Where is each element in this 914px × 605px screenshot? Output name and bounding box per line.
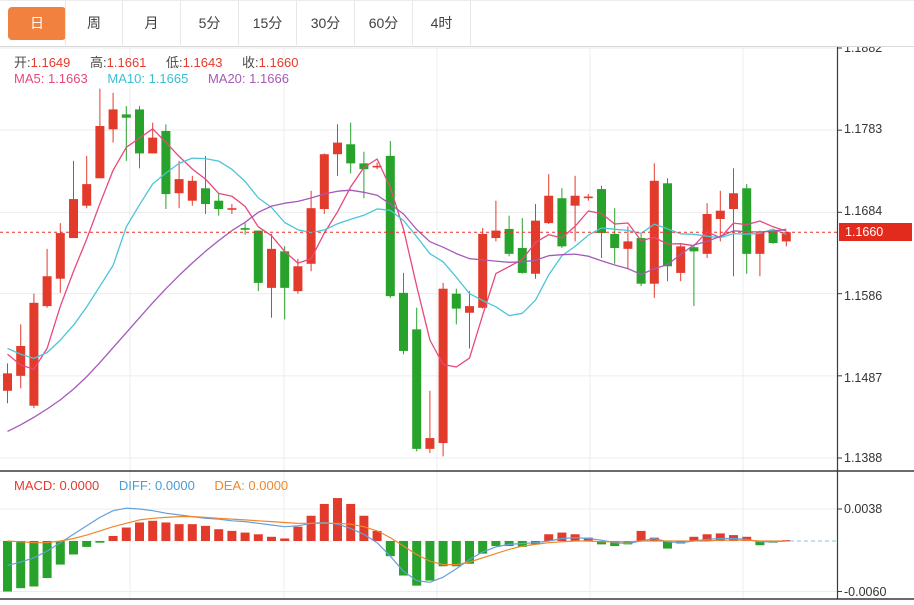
macd-value: 0.0000 xyxy=(59,478,100,493)
close-label: 收: xyxy=(242,55,259,70)
ma10-value: 1.1665 xyxy=(148,71,189,86)
macd-label: MACD: xyxy=(14,478,56,493)
macd-axis-label: 0.0038 xyxy=(844,502,883,516)
diff-value: 0.0000 xyxy=(155,478,195,493)
y-axis-label: 1.1586 xyxy=(844,289,883,303)
ma5-value: 1.1663 xyxy=(47,71,88,86)
y-axis-label: 1.1487 xyxy=(844,371,883,385)
current-price-badge: 1.1660 xyxy=(839,223,912,241)
close-value: 1.1660 xyxy=(258,55,299,70)
y-axis-label: 1.1783 xyxy=(844,122,883,136)
open-value: 1.1649 xyxy=(30,55,71,70)
ma10-label: MA10: xyxy=(107,71,145,86)
open-label: 开: xyxy=(14,55,31,70)
tab-month[interactable]: 月 xyxy=(123,1,181,45)
ma-readout: MA5: 1.1663 MA10: 1.1665 MA20: 1.1666 xyxy=(14,71,305,86)
y-axis-label: 1.1684 xyxy=(844,204,883,218)
ma20-value: 1.1666 xyxy=(249,71,289,86)
tab-4hour[interactable]: 4时 xyxy=(413,1,471,45)
tab-60min[interactable]: 60分 xyxy=(355,1,413,45)
macd-axis-label: -0.0060 xyxy=(844,585,887,599)
tab-week[interactable]: 周 xyxy=(65,1,123,45)
low-value: 1.1643 xyxy=(182,55,223,70)
diff-label: DIFF: xyxy=(118,478,152,493)
dea-value: 0.0000 xyxy=(248,478,289,493)
high-label: 高: xyxy=(90,55,107,70)
chart-area[interactable]: 开:1.1649 高:1.1661 低:1.1643 收:1.1660 MA5:… xyxy=(0,41,914,604)
tab-15min[interactable]: 15分 xyxy=(239,1,297,45)
ma20-label: MA20: xyxy=(207,71,246,86)
ohlc-readout: 开:1.1649 高:1.1661 低:1.1643 收:1.1660 xyxy=(14,52,314,71)
macd-readout: MACD: 0.0000 DIFF: 0.0000 DEA: 0.0000 xyxy=(14,478,304,493)
period-tabbar: 日 周 月 5分 15分 30分 60分 4时 xyxy=(0,1,914,47)
low-label: 低: xyxy=(166,55,183,70)
y-axis-label: 1.1388 xyxy=(844,451,883,465)
tab-5min[interactable]: 5分 xyxy=(181,1,239,45)
tab-30min[interactable]: 30分 xyxy=(297,1,355,45)
high-value: 1.1661 xyxy=(106,55,147,70)
dea-label: DEA: xyxy=(214,478,245,493)
ma5-label: MA5: xyxy=(14,71,45,86)
tab-day[interactable]: 日 xyxy=(8,7,66,40)
